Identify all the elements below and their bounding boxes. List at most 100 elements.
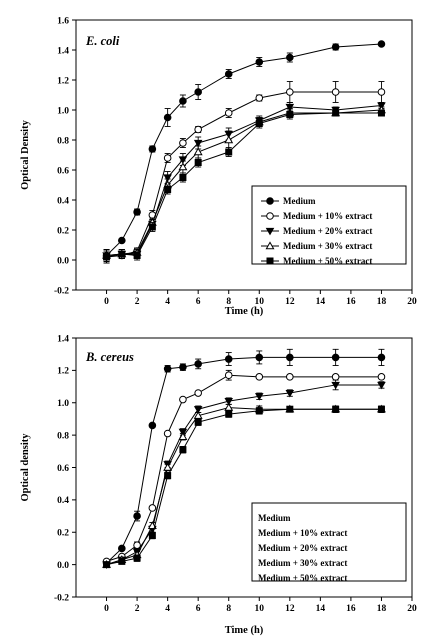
x-tick-label: 0 [104, 297, 109, 307]
legend-entry: Medium [283, 196, 316, 206]
y-tick-label: 1.4 [57, 334, 69, 344]
data-point [133, 251, 141, 259]
x-tick-label: 2 [135, 604, 140, 614]
data-point [148, 531, 156, 539]
data-point [178, 162, 188, 171]
x-tick-label: 8 [226, 297, 231, 307]
x-tick-label: 8 [226, 604, 231, 614]
data-point [377, 109, 385, 117]
data-point [224, 135, 234, 144]
x-tick-label: 10 [255, 297, 265, 307]
data-point [118, 544, 126, 553]
x-tick-label: 16 [346, 297, 356, 307]
data-point [286, 405, 294, 413]
data-point [148, 421, 157, 430]
data-point [224, 371, 233, 380]
y-tick-label: 0.6 [57, 166, 69, 176]
data-point [194, 125, 202, 134]
y-axis-title: Optical Density [20, 119, 31, 189]
y-tick-label: -0.2 [54, 286, 69, 296]
chart-title: E. coli [85, 34, 120, 48]
data-point [133, 554, 141, 562]
data-point [179, 395, 187, 404]
data-point [224, 109, 233, 117]
legend-marker [266, 257, 274, 265]
legend-entry: Medium + 10% extract [258, 528, 347, 538]
data-point [178, 432, 188, 440]
y-tick-label: 0.0 [57, 561, 69, 571]
x-tick-label: 14 [316, 604, 326, 614]
data-point [331, 43, 340, 51]
y-tick-label: 1.2 [57, 367, 69, 377]
chart-panel-1: 0 2 4 6 8 10 12 14 16 18 20 -0.2 0.0 0.2 0.4 0.6 0.8 1.0 1… [20, 16, 417, 317]
series-line [106, 43, 382, 256]
x-tick-label: 4 [165, 604, 170, 614]
data-point [194, 389, 202, 397]
legend: Medium Medium + 10% extract Medium + 20% e… [251, 502, 407, 583]
y-tick-label: -0.2 [54, 593, 69, 603]
legend-entry: Medium + 10% extract [283, 211, 372, 221]
data-point [377, 40, 386, 48]
data-point [254, 393, 264, 401]
y-tick-label: 0.4 [57, 196, 69, 206]
data-point [118, 250, 126, 258]
data-point [103, 253, 111, 261]
legend-marker [265, 227, 275, 236]
x-tick-label: 20 [407, 604, 417, 614]
x-tick-label: 10 [255, 604, 265, 614]
legend-entry: Medium + 20% extract [258, 543, 347, 553]
data-point [331, 353, 340, 362]
data-point [377, 353, 386, 362]
data-point [194, 418, 202, 426]
data-point [194, 158, 202, 166]
legend-box [251, 185, 407, 265]
data-point [286, 53, 294, 62]
x-tick-label: 0 [104, 604, 109, 614]
series-line [106, 384, 382, 566]
series-5 [103, 109, 385, 264]
data-point [377, 373, 386, 381]
data-point [194, 360, 202, 368]
y-tick-label: 1.2 [57, 76, 69, 86]
x-tick-label: 12 [285, 604, 295, 614]
y-tick-label: 0.0 [57, 256, 69, 266]
legend-entry: Medium + 20% extract [283, 226, 372, 236]
y-tick-label: 0.2 [57, 529, 69, 539]
data-point [193, 406, 203, 414]
data-point [193, 139, 203, 148]
plot-frame [75, 19, 413, 291]
data-point [224, 70, 233, 78]
legend-marker [265, 241, 275, 250]
data-point [103, 561, 111, 569]
data-point [163, 174, 172, 182]
data-point [332, 405, 340, 413]
data-point [331, 88, 340, 96]
x-axis-title: Time (h) [225, 625, 264, 636]
data-point [179, 97, 187, 105]
data-point [163, 113, 172, 122]
x-tick-label: 12 [285, 297, 295, 307]
x-tick-label: 14 [316, 297, 326, 307]
data-point [285, 103, 295, 112]
x-tick-label: 20 [407, 297, 417, 307]
x-axis-title: Time (h) [225, 306, 264, 317]
data-point [163, 462, 173, 471]
data-point [193, 147, 203, 156]
legend-box [251, 502, 407, 582]
data-point [178, 156, 188, 164]
data-point [255, 94, 264, 102]
data-point [163, 364, 172, 373]
data-point [377, 88, 386, 96]
x-tick-label: 18 [377, 604, 387, 614]
x-tick-label: 6 [196, 297, 201, 307]
series-5 [103, 405, 385, 569]
legend-entry: Medium + 50% extract [283, 256, 372, 266]
data-point [331, 373, 340, 381]
data-point [224, 402, 234, 411]
data-point [285, 389, 295, 398]
data-point [179, 446, 187, 454]
data-point [179, 363, 187, 371]
chart-title: B. cereus [85, 350, 134, 364]
data-point [255, 373, 264, 381]
data-point [133, 512, 141, 520]
